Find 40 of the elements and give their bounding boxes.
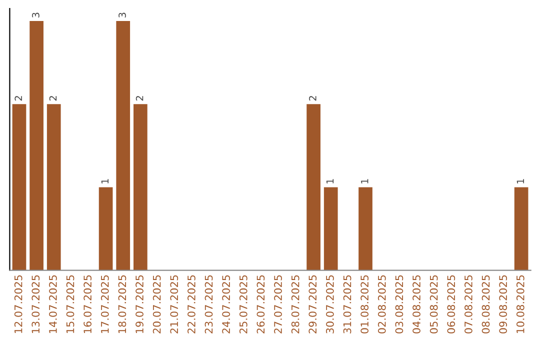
x-tick-label: 23.07.2025 bbox=[204, 275, 213, 334]
data-label: 3 bbox=[118, 12, 126, 18]
data-label: 1 bbox=[516, 179, 524, 184]
x-tick-label: 17.07.2025 bbox=[100, 275, 109, 333]
x-tick-label: 04.08.2025 bbox=[412, 275, 420, 334]
x-tick-label: 25.07.2025 bbox=[239, 275, 248, 334]
x-tick-label: 26.07.2025 bbox=[256, 275, 265, 334]
x-tick-label: 20.07.2025 bbox=[152, 275, 161, 334]
x-tick-label: 06.08.2025 bbox=[447, 275, 456, 334]
x-tick-label: 02.08.2025 bbox=[378, 275, 386, 334]
data-label: 1 bbox=[326, 179, 334, 184]
x-tick-label: 05.08.2025 bbox=[430, 275, 438, 334]
data-label: 2 bbox=[309, 96, 316, 101]
x-tick-label: 27.07.2025 bbox=[274, 275, 282, 334]
x-tick-label: 30.07.2025 bbox=[326, 275, 334, 334]
data-label: 2 bbox=[14, 96, 22, 101]
x-tick-label: 07.08.2025 bbox=[464, 275, 472, 334]
x-tick-label: 28.07.2025 bbox=[291, 275, 300, 334]
x-tick-label: 29.07.2025 bbox=[308, 275, 317, 334]
x-tick-label: 16.07.2025 bbox=[84, 275, 92, 333]
x-tick-label: 19.07.2025 bbox=[136, 275, 144, 333]
x-tick-label: 12.07.2025 bbox=[14, 275, 22, 333]
x-tick-label: 18.07.2025 bbox=[118, 275, 126, 333]
x-tick-label: 31.07.2025 bbox=[343, 275, 352, 334]
data-label: 3 bbox=[32, 12, 40, 18]
x-tick-label: 09.08.2025 bbox=[499, 275, 508, 334]
x-tick-label: 22.07.2025 bbox=[188, 275, 196, 334]
data-label: 2 bbox=[136, 96, 144, 101]
x-tick-label: 08.08.2025 bbox=[482, 275, 490, 334]
x-tick-label: 10.08.2025 bbox=[516, 275, 524, 333]
x-tick-label: 13.07.2025 bbox=[32, 275, 40, 333]
x-tick-label: 14.07.2025 bbox=[49, 275, 57, 333]
x-tick-label: 15.07.2025 bbox=[66, 275, 74, 333]
data-label: 1 bbox=[101, 179, 108, 184]
x-tick-label: 24.07.2025 bbox=[222, 275, 230, 334]
data-label: 1 bbox=[361, 179, 368, 184]
x-tick-label: 01.08.2025 bbox=[360, 275, 369, 334]
x-tick-label: 21.07.2025 bbox=[170, 275, 178, 334]
x-tick-label: 03.08.2025 bbox=[395, 275, 404, 334]
data-label: 2 bbox=[49, 96, 57, 101]
